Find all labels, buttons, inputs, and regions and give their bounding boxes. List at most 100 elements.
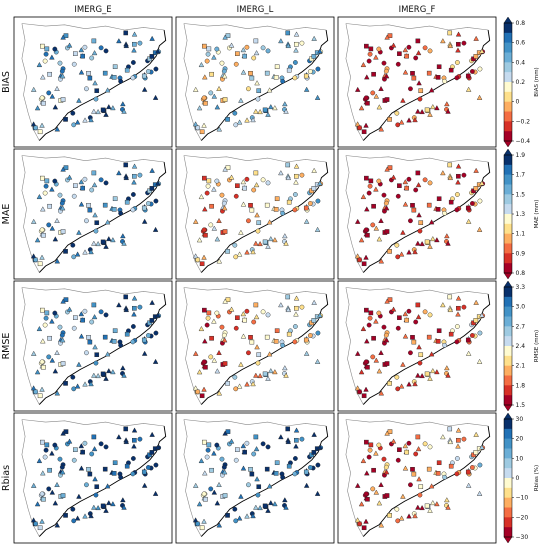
- station-marker: [426, 466, 432, 472]
- station-marker: [30, 350, 37, 356]
- station-marker: [283, 240, 289, 246]
- station-marker: [78, 333, 85, 339]
- station-marker: [413, 451, 419, 457]
- station-marker: [303, 350, 310, 356]
- station-marker: [402, 465, 409, 471]
- station-marker: [260, 441, 266, 447]
- station-marker: [373, 318, 379, 324]
- map-panel-mae-imerg_e: [13, 148, 173, 280]
- station-marker: [445, 372, 451, 378]
- station-marker: [106, 104, 112, 110]
- station-marker: [40, 439, 45, 445]
- station-marker: [39, 386, 45, 392]
- station-marker: [406, 440, 412, 446]
- colorbar-tick-label: 0.2: [516, 79, 526, 86]
- station-marker: [419, 373, 425, 379]
- station-marker: [86, 70, 91, 76]
- station-marker: [124, 331, 130, 337]
- station-marker: [436, 196, 442, 202]
- station-marker: [209, 71, 214, 77]
- station-marker: [360, 325, 367, 332]
- station-marker: [364, 338, 370, 344]
- station-marker: [299, 436, 305, 442]
- station-marker: [455, 295, 462, 301]
- station-marker: [232, 110, 238, 116]
- station-marker: [211, 489, 218, 495]
- station-marker: [384, 166, 390, 172]
- station-marker: [246, 218, 251, 224]
- station-marker: [368, 310, 374, 316]
- station-marker: [454, 456, 460, 461]
- station-marker: [354, 482, 361, 488]
- station-marker: [406, 117, 412, 123]
- station-marker: [390, 438, 397, 444]
- station-marker: [253, 50, 260, 56]
- station-marker: [63, 381, 68, 386]
- station-marker: [260, 45, 266, 51]
- station-marker: [153, 330, 159, 336]
- station-marker: [447, 42, 454, 48]
- station-marker: [103, 243, 109, 249]
- station-marker: [235, 183, 240, 188]
- station-marker: [364, 43, 369, 49]
- station-marker: [424, 503, 430, 509]
- station-marker: [192, 482, 199, 488]
- station-marker: [37, 261, 43, 267]
- station-marker: [132, 305, 137, 311]
- land-border: [345, 23, 489, 31]
- station-marker: [225, 297, 231, 302]
- station-marker: [43, 447, 49, 453]
- station-marker: [225, 165, 231, 170]
- station-marker: [214, 500, 221, 506]
- station-marker: [264, 202, 270, 208]
- station-marker: [240, 465, 247, 471]
- station-marker: [283, 504, 289, 510]
- station-marker: [370, 486, 376, 492]
- station-marker: [368, 178, 374, 184]
- station-marker: [442, 342, 448, 348]
- station-marker: [52, 46, 58, 52]
- station-marker: [118, 210, 124, 216]
- station-marker: [54, 126, 61, 132]
- station-marker: [192, 218, 199, 224]
- station-marker: [415, 170, 421, 176]
- station-marker: [204, 322, 210, 328]
- station-marker: [232, 242, 238, 248]
- station-marker: [66, 438, 73, 444]
- station-marker: [292, 192, 298, 197]
- station-marker: [415, 314, 422, 320]
- station-marker: [39, 359, 45, 365]
- station-marker: [235, 447, 240, 452]
- station-marker: [124, 199, 130, 205]
- station-marker: [398, 383, 405, 389]
- station-marker: [299, 172, 305, 178]
- station-marker: [402, 333, 409, 339]
- colorbar-segment: [504, 527, 512, 538]
- station-marker: [132, 173, 137, 179]
- station-marker: [111, 207, 117, 212]
- station-marker: [199, 525, 205, 531]
- station-marker: [137, 172, 143, 178]
- station-marker: [376, 46, 382, 52]
- station-marker: [147, 452, 152, 458]
- station-marker: [408, 350, 413, 356]
- station-marker: [71, 193, 77, 199]
- colorbar-tick-label: 1.7: [516, 172, 526, 179]
- station-marker: [400, 97, 406, 103]
- station-marker: [292, 75, 298, 81]
- station-marker: [427, 111, 433, 117]
- station-marker: [198, 457, 205, 464]
- station-marker: [131, 179, 137, 185]
- station-marker: [98, 45, 104, 51]
- station-marker: [436, 460, 442, 466]
- station-marker: [233, 457, 239, 463]
- station-marker: [413, 55, 419, 61]
- station-marker: [444, 101, 450, 107]
- colorbar-segment: [504, 507, 512, 518]
- station-marker: [240, 201, 247, 207]
- station-marker: [91, 434, 97, 440]
- station-marker: [202, 175, 207, 181]
- station-marker: [236, 383, 243, 389]
- station-marker: [253, 372, 259, 378]
- station-marker: [137, 40, 143, 46]
